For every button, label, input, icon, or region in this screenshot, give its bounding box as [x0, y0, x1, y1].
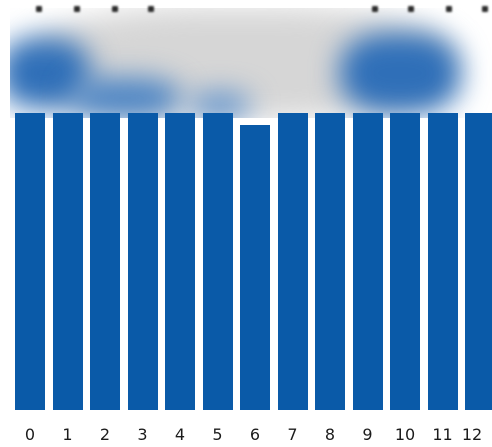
bar-0 — [15, 113, 45, 410]
bar-12 — [465, 113, 492, 410]
marker-dot — [112, 6, 118, 12]
bar-9 — [352, 113, 383, 410]
bar-11 — [427, 113, 458, 410]
bar-8 — [315, 113, 345, 410]
tick-label-3: 3 — [137, 425, 148, 444]
bar-5 — [202, 113, 233, 410]
marker-dot — [482, 6, 488, 12]
tick-label-2: 2 — [99, 425, 111, 444]
marker-dot — [36, 6, 42, 12]
tick-label-0: 0 — [24, 425, 36, 444]
blurred-preview-region — [10, 8, 492, 118]
blur-blob-blue-left-low — [70, 78, 180, 118]
bar-3 — [127, 113, 158, 410]
tick-label-6: 6 — [249, 425, 261, 444]
tick-label-11: 11 — [432, 425, 453, 444]
tick-label-5: 5 — [212, 425, 223, 444]
bar-2 — [90, 113, 120, 410]
marker-dot — [446, 6, 452, 12]
tick-label-12: 12 — [461, 425, 483, 444]
bar-4 — [165, 113, 195, 410]
tick-label-7: 7 — [287, 425, 298, 444]
marker-dot — [372, 6, 378, 12]
bar-7 — [277, 113, 308, 410]
marker-dot — [148, 6, 154, 12]
marker-dot — [74, 6, 80, 12]
bar-1 — [52, 113, 83, 410]
tick-label-1: 1 — [62, 425, 73, 444]
tick-label-8: 8 — [324, 425, 336, 444]
bar-10 — [390, 113, 420, 410]
bar-6 — [240, 124, 270, 410]
tick-label-4: 4 — [174, 425, 186, 444]
marker-dot — [408, 6, 414, 12]
tick-label-9: 9 — [362, 425, 373, 444]
blur-blob-blue-right — [340, 33, 460, 113]
tick-label-10: 10 — [394, 425, 416, 444]
